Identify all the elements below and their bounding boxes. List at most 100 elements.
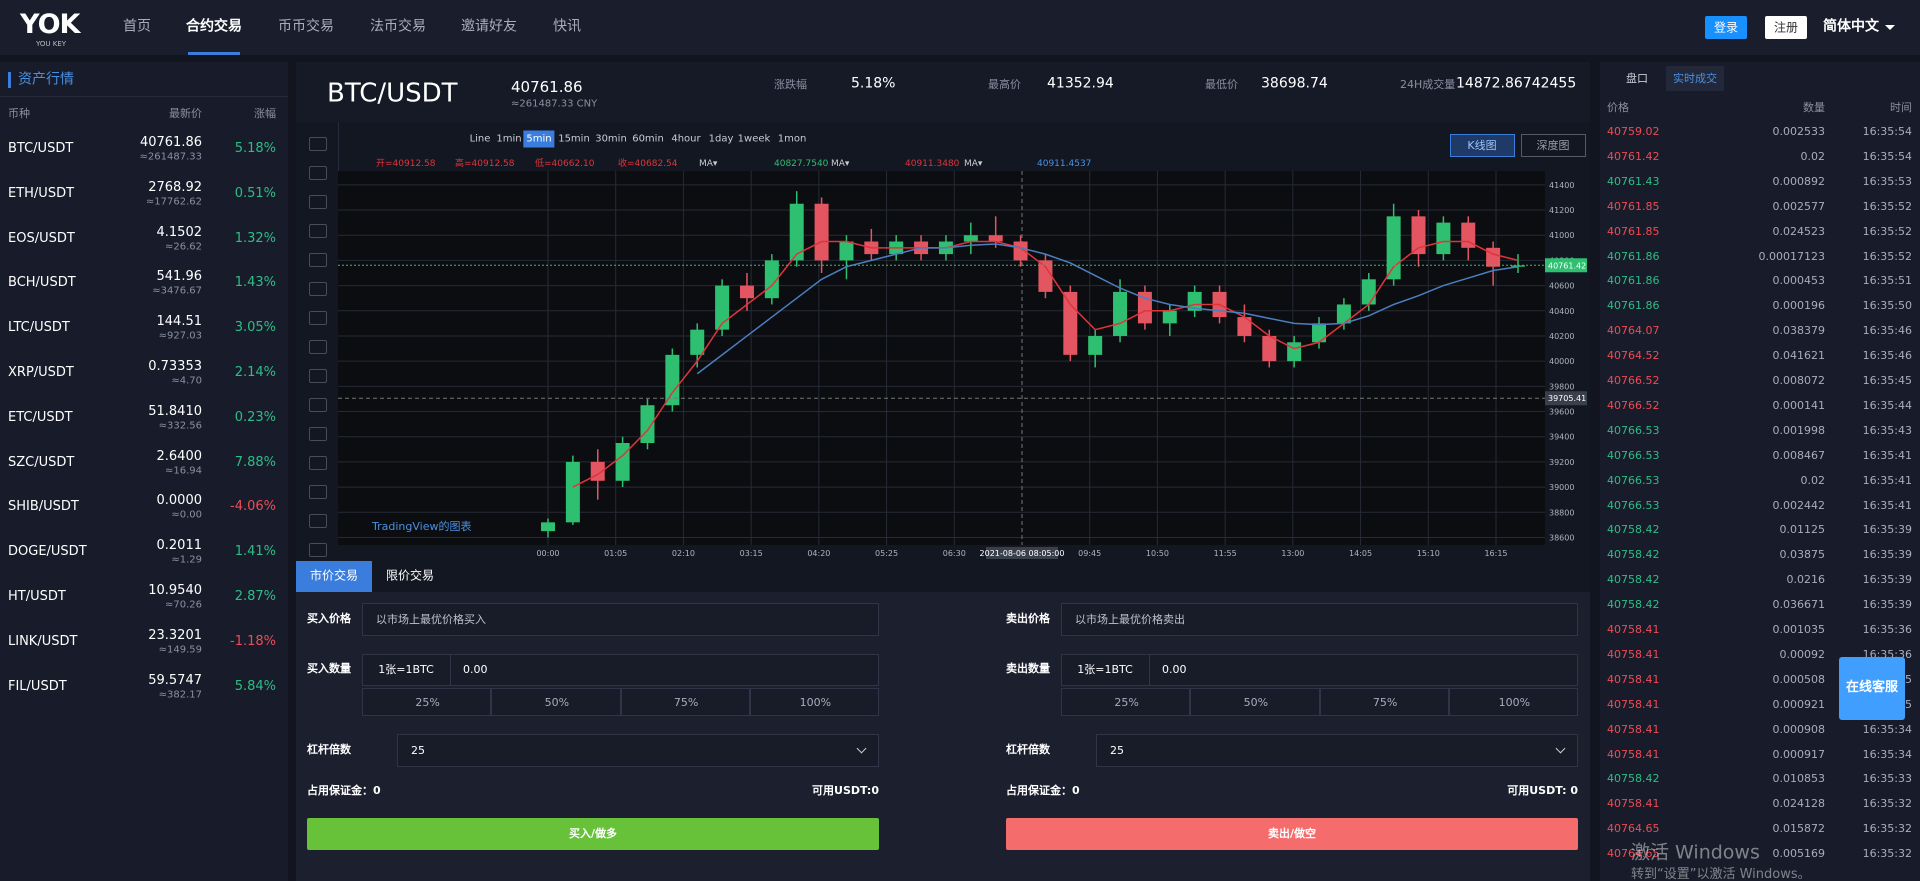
moving-average-line bbox=[696, 243, 1519, 375]
unit-label: 1张=1BTC bbox=[1077, 662, 1133, 676]
buy-button[interactable]: 买入/做多 bbox=[307, 818, 879, 850]
tool-icon[interactable] bbox=[309, 456, 327, 470]
market-row[interactable]: ETH/USDT 2768.92 ≈17762.62 0.51% bbox=[0, 174, 288, 214]
percent-button[interactable]: 25% bbox=[362, 688, 492, 716]
trade-price: 40758.41 bbox=[1607, 747, 1660, 761]
price-input[interactable]: 以市场上最优价格卖出 bbox=[1061, 603, 1578, 636]
price-label: 买入价格 bbox=[307, 611, 351, 625]
register-button[interactable]: 注册 bbox=[1765, 16, 1807, 39]
market-row[interactable]: BCH/USDT 541.96 ≈3476.67 1.43% bbox=[0, 263, 288, 303]
tool-icon[interactable] bbox=[309, 340, 327, 354]
leverage-select[interactable]: 25 bbox=[1096, 734, 1578, 767]
tool-icon[interactable] bbox=[309, 369, 327, 383]
tool-icon[interactable] bbox=[309, 166, 327, 180]
tool-icon[interactable] bbox=[309, 282, 327, 296]
price-input[interactable]: 以市场上最优价格买入 bbox=[362, 603, 879, 636]
market-row[interactable]: DOGE/USDT 0.2011 ≈1.29 1.41% bbox=[0, 532, 288, 572]
trade-time: 16:35:54 bbox=[1862, 124, 1912, 138]
tool-icon[interactable] bbox=[309, 514, 327, 528]
nav-item[interactable]: 首页 bbox=[123, 18, 151, 35]
tool-icon[interactable] bbox=[309, 195, 327, 209]
trade-qty: 0.001998 bbox=[1772, 423, 1826, 437]
market-row[interactable]: LINK/USDT 23.3201 ≈149.59 -1.18% bbox=[0, 622, 288, 662]
tool-icon[interactable] bbox=[309, 224, 327, 238]
market-row[interactable]: LTC/USDT 144.51 ≈927.03 3.05% bbox=[0, 308, 288, 348]
market-row[interactable]: ETC/USDT 51.8410 ≈332.56 0.23% bbox=[0, 398, 288, 438]
trade-price: 40758.42 bbox=[1607, 598, 1660, 612]
percent-button[interactable]: 50% bbox=[1190, 688, 1320, 716]
tool-icon[interactable] bbox=[309, 137, 327, 151]
trades-tab[interactable]: 盘口 bbox=[1608, 66, 1666, 91]
logo-sub: YOU KEY bbox=[36, 40, 67, 49]
interval-button[interactable]: 60min bbox=[632, 133, 664, 145]
market-row[interactable]: XRP/USDT 0.73353 ≈4.70 2.14% bbox=[0, 353, 288, 393]
market-row[interactable]: SZC/USDT 2.6400 ≈16.94 7.88% bbox=[0, 443, 288, 483]
trade-qty: 0.002533 bbox=[1772, 124, 1826, 138]
interval-button[interactable]: 1min bbox=[496, 133, 522, 145]
tool-icon[interactable] bbox=[309, 543, 327, 557]
leverage-select[interactable]: 25 bbox=[397, 734, 879, 767]
candle-body bbox=[963, 235, 978, 242]
tool-icon[interactable] bbox=[309, 485, 327, 499]
trade-time: 16:35:36 bbox=[1862, 622, 1912, 636]
nav-item[interactable]: 合约交易 bbox=[186, 18, 242, 35]
tool-icon[interactable] bbox=[309, 253, 327, 267]
interval-button[interactable]: 30min bbox=[595, 133, 627, 145]
qty-input[interactable]: 1张=1BTC 0.00 bbox=[1061, 654, 1578, 686]
interval-button[interactable]: Line bbox=[469, 133, 491, 145]
online-service-button[interactable]: 在线客服 bbox=[1839, 657, 1905, 720]
percent-button[interactable]: 25% bbox=[1061, 688, 1191, 716]
tool-icon[interactable] bbox=[309, 398, 327, 412]
trade-form: 买入价格 以市场上最优价格买入 买入数量 1张=1BTC 0.00 25% 50% 75% 10… bbox=[296, 592, 1590, 881]
interval-button[interactable]: 1day bbox=[708, 133, 734, 145]
candle-body bbox=[814, 203, 829, 261]
interval-button[interactable]: 1week bbox=[737, 133, 771, 145]
pair: LTC/USDT bbox=[8, 320, 70, 336]
percent-button[interactable]: 50% bbox=[491, 688, 621, 716]
market-row[interactable]: EOS/USDT 4.1502 ≈26.62 1.32% bbox=[0, 219, 288, 259]
pair: SHIB/USDT bbox=[8, 499, 79, 515]
view-button[interactable]: 深度图 bbox=[1521, 134, 1586, 157]
change: 2.87% bbox=[234, 588, 276, 604]
candle-body bbox=[789, 203, 804, 261]
trade-qty: 0.03875 bbox=[1779, 548, 1826, 562]
market-row[interactable]: FIL/USDT 59.5747 ≈382.17 5.84% bbox=[0, 667, 288, 707]
trades-header: 数量 bbox=[1803, 100, 1825, 114]
login-button[interactable]: 登录 bbox=[1705, 16, 1747, 39]
nav-item[interactable]: 法币交易 bbox=[370, 18, 426, 35]
trade-tab[interactable]: 限价交易 bbox=[372, 561, 448, 592]
candle-body bbox=[1088, 335, 1103, 355]
market-row[interactable]: SHIB/USDT 0.0000 ≈0.00 -4.06% bbox=[0, 487, 288, 527]
trade-price: 40766.53 bbox=[1607, 498, 1660, 512]
interval-button[interactable]: 15min bbox=[558, 133, 590, 145]
stat-label: 最低价 bbox=[1205, 77, 1238, 91]
percent-button[interactable]: 100% bbox=[749, 688, 879, 716]
nav-item[interactable]: 邀请好友 bbox=[461, 18, 517, 35]
nav-item[interactable]: 快讯 bbox=[553, 18, 581, 35]
trades-tab[interactable]: 实时成交 bbox=[1666, 66, 1724, 91]
tool-icon[interactable] bbox=[309, 427, 327, 441]
x-tick-label: 05:25 bbox=[875, 549, 898, 558]
market-row[interactable]: BTC/USDT 40761.86 ≈261487.33 5.18% bbox=[0, 129, 288, 169]
legend-text: 40911.3480 bbox=[905, 159, 960, 170]
percent-button[interactable]: 75% bbox=[620, 688, 750, 716]
sell-button[interactable]: 卖出/做空 bbox=[1006, 818, 1578, 850]
nav-item[interactable]: 币币交易 bbox=[278, 18, 334, 35]
interval-button[interactable]: 1mon bbox=[777, 133, 807, 145]
leverage-value: 25 bbox=[411, 743, 425, 757]
ticker-price: 40761.86 bbox=[511, 77, 583, 96]
view-button[interactable]: K线图 bbox=[1450, 134, 1515, 157]
percent-button[interactable]: 75% bbox=[1319, 688, 1449, 716]
trade-time: 16:35:44 bbox=[1862, 398, 1912, 412]
market-row[interactable]: HT/USDT 10.9540 ≈70.26 2.87% bbox=[0, 577, 288, 617]
tool-icon[interactable] bbox=[309, 311, 327, 325]
qty-input[interactable]: 1张=1BTC 0.00 bbox=[362, 654, 879, 686]
pair: BTC/USDT bbox=[8, 140, 74, 156]
trade-qty: 0.000508 bbox=[1772, 672, 1826, 686]
interval-button[interactable]: 4hour bbox=[671, 133, 701, 145]
percent-button[interactable]: 100% bbox=[1448, 688, 1578, 716]
trade-price: 40758.41 bbox=[1607, 622, 1660, 636]
trade-tab[interactable]: 市价交易 bbox=[296, 561, 372, 592]
interval-button[interactable]: 5min bbox=[523, 130, 555, 148]
language-select[interactable]: 简体中文 bbox=[1823, 18, 1879, 35]
